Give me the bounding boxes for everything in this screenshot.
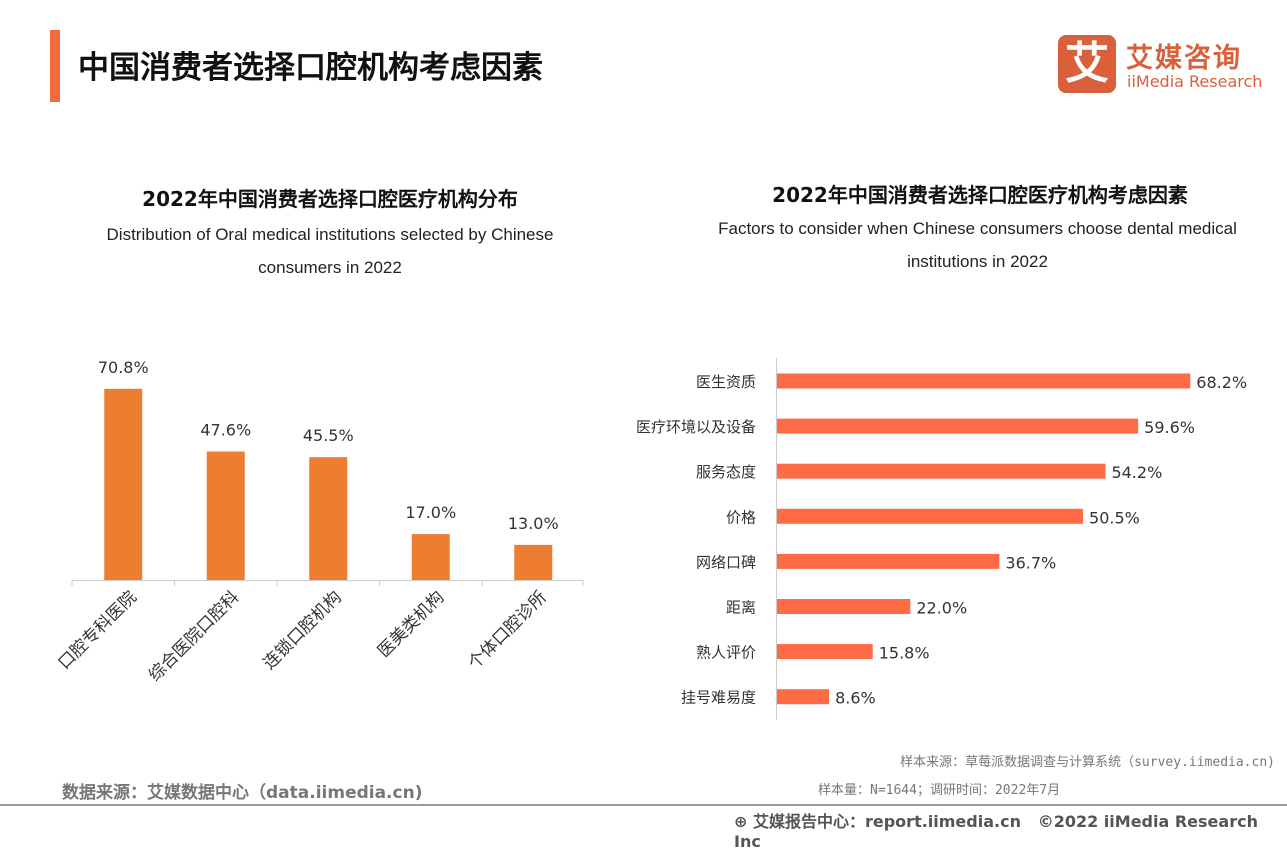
y-tick-label: 医生资质: [696, 373, 756, 391]
y-tick-label: 网络口碑: [696, 553, 756, 571]
bar: [411, 534, 450, 580]
sample-size: 样本量：N=1644；调研时间：2022年7月: [818, 783, 1061, 798]
data-label: 68.2%: [1196, 373, 1247, 392]
x-tick-label: 综合医院口腔科: [145, 587, 243, 685]
data-label: 17.0%: [405, 503, 456, 522]
bar: [206, 451, 245, 580]
data-label: 70.8%: [98, 358, 149, 377]
data-source: 数据来源：艾媒数据中心（data.iimedia.cn): [62, 783, 423, 803]
bar: [777, 689, 830, 705]
title-accent-bar: [50, 30, 60, 102]
page-title: 中国消费者选择口腔机构考虑因素: [78, 50, 543, 86]
bar: [777, 418, 1139, 434]
y-tick-label: 熟人评价: [696, 644, 756, 662]
data-label: 15.8%: [879, 644, 930, 663]
data-label: 54.2%: [1111, 463, 1162, 482]
y-tick-label: 价格: [726, 508, 756, 526]
data-label: 36.7%: [1005, 553, 1056, 572]
data-label: 50.5%: [1089, 508, 1140, 527]
globe-icon: ⊕: [734, 812, 748, 831]
logo-icon: 艾: [1058, 35, 1116, 93]
x-tick-label: 连锁口腔机构: [260, 587, 346, 673]
x-tick-label: 口腔专科医院: [55, 587, 141, 673]
data-label: 13.0%: [508, 514, 559, 533]
data-label: 22.0%: [916, 599, 967, 618]
y-tick-label: 服务态度: [696, 463, 756, 481]
y-tick-label: 医疗环境以及设备: [636, 418, 756, 436]
footer-divider: [0, 804, 1287, 806]
right-chart-title: 2022年中国消费者选择口腔医疗机构考虑因素: [772, 183, 1188, 207]
sample-source: 样本来源：草莓派数据调查与计算系统（survey.iimedia.cn): [900, 755, 1275, 770]
bar: [777, 553, 1000, 569]
data-label: 45.5%: [303, 426, 354, 445]
bar: [514, 544, 553, 580]
data-label: 59.6%: [1144, 418, 1195, 437]
logo-text-en: iiMedia Research: [1127, 72, 1263, 91]
bar: [777, 599, 911, 614]
data-label: 8.6%: [835, 689, 876, 708]
y-tick-label: 挂号难易度: [681, 689, 756, 707]
left-chart-subtitle: Distribution of Oral medical institution…: [106, 225, 554, 277]
right-bar-chart: 68.2% 医生资质 59.6% 医疗环境以及设备 54.2% 服务态度 50.5% 价格 36…: [636, 358, 1247, 720]
bar: [777, 463, 1106, 479]
left-chart-title: 2022年中国消费者选择口腔医疗机构分布: [142, 187, 518, 211]
data-label: 47.6%: [200, 420, 251, 439]
logo-text-cn: 艾媒咨询: [1126, 43, 1242, 74]
y-tick-label: 距离: [726, 599, 756, 617]
bar: [777, 508, 1084, 524]
footer-report: ⊕ 艾媒报告中心：report.iimedia.cn ©2022 iiMedia…: [734, 808, 1287, 851]
report-link[interactable]: 艾媒报告中心：report.iimedia.cn: [752, 812, 1021, 831]
bar: [777, 644, 873, 660]
bar: [777, 373, 1191, 389]
bar: [309, 457, 348, 580]
left-bar-chart: 70.8% 口腔专科医院 47.6% 综合医院口腔科 45.5% 连锁口腔机构 17.0% 医…: [55, 358, 584, 686]
right-chart-subtitle: Factors to consider when Chinese consume…: [718, 219, 1237, 271]
x-tick-label: 医美类机构: [374, 587, 448, 661]
bar: [104, 388, 143, 580]
x-tick-label: 个体口腔诊所: [465, 587, 551, 673]
